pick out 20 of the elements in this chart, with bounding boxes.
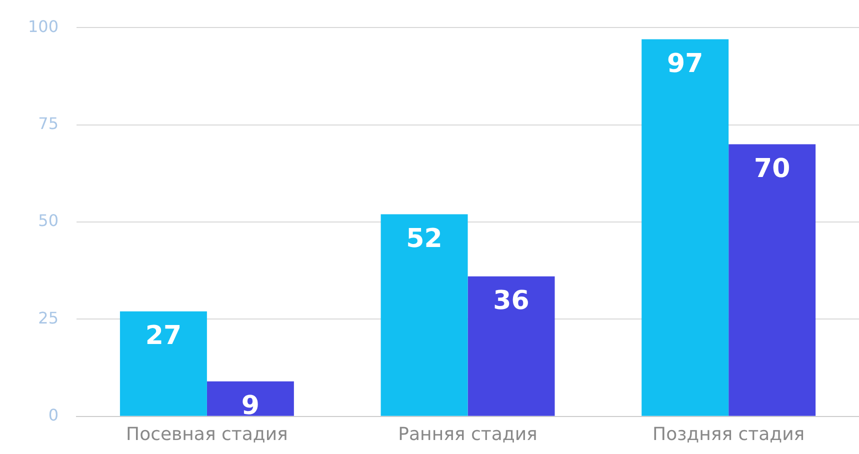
- y-tick-label: 25: [38, 308, 59, 328]
- x-tick-label: Посевная стадия: [126, 424, 288, 445]
- y-tick-label: 50: [38, 211, 59, 230]
- data-label: 27: [145, 321, 182, 352]
- x-tick-label: Поздняя стадия: [652, 424, 805, 445]
- y-tick-label: 0: [48, 406, 59, 425]
- data-label: 36: [493, 286, 530, 316]
- bar: [120, 311, 207, 416]
- data-label: 52: [406, 224, 442, 254]
- bar: [642, 39, 729, 416]
- bar: [206, 381, 294, 416]
- y-tick-label: 100: [28, 16, 59, 36]
- bar: [380, 214, 468, 416]
- data-label: 9: [241, 391, 260, 422]
- data-label: 97: [667, 49, 704, 80]
- data-label: 70: [754, 154, 790, 184]
- x-tick-label: Ранняя стадия: [398, 424, 538, 445]
- y-tick-label: 75: [38, 114, 59, 133]
- bar: [468, 276, 555, 416]
- bar: [728, 144, 816, 416]
